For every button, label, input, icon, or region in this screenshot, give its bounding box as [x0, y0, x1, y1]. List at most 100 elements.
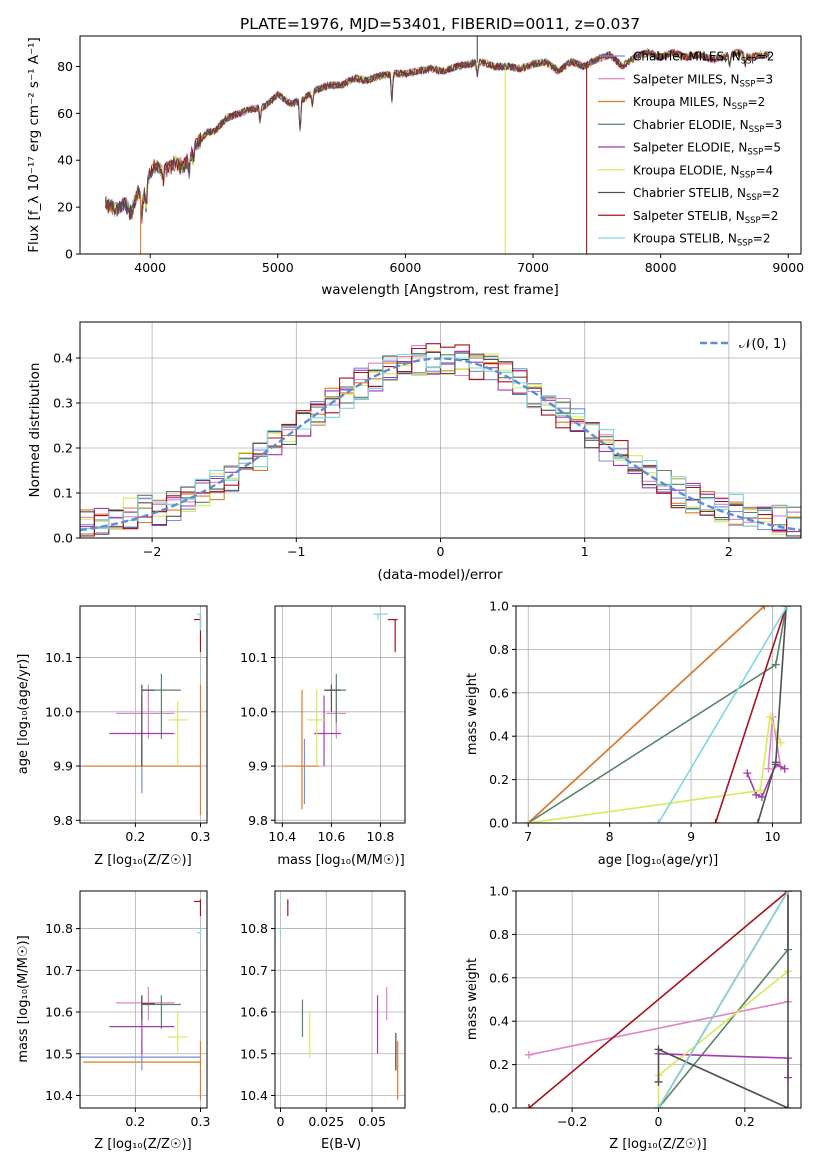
weight-vs-Z-xtick-label: 0 — [655, 1114, 663, 1129]
weight-vs-age-axes-frame — [515, 605, 802, 824]
residuals-ylabel: Normed distribution — [27, 363, 43, 498]
mass-vs-ebv-xtick-label: 0.025 — [308, 1114, 344, 1129]
age-vs-mass-xtick-label: 10.8 — [367, 829, 395, 844]
weight-marker-salpeter-stelib — [524, 1104, 533, 1108]
spectrum-legend: Chabrier MILES, NSSP=2 Salpeter MILES, NS… — [598, 50, 782, 249]
residuals-xtick-label: −1 — [287, 544, 305, 559]
weight-marker-chabrier-stelib — [654, 1077, 663, 1086]
weight-line-chabrier-stelib — [657, 891, 789, 1108]
legend-label-chabrier-elodie: Chabrier ELODIE, NSSP=3 — [633, 118, 782, 135]
mass-vs-Z-ytick-label: 10.6 — [45, 1005, 73, 1020]
mass-vs-ebv-xlabel: E(B-V) — [321, 1137, 361, 1152]
legend-label-chabrier-stelib: Chabrier STELIB, NSSP=2 — [633, 186, 780, 203]
mass-vs-ebv-axes-frame — [274, 890, 406, 1109]
figure-title: PLATE=1976, MJD=53401, FIBERID=0011, z=0… — [240, 15, 640, 33]
mass-vs-ebv-ytick-label: 10.6 — [240, 1005, 268, 1020]
weight-marker-salpeter-miles — [764, 764, 773, 773]
residuals-ytick-label: 0.1 — [53, 486, 73, 501]
weight-marker-chabrier-stelib — [771, 758, 780, 767]
weight-marker-kroupa-stelib — [784, 891, 793, 895]
spectrum-xtick-label: 6000 — [390, 260, 422, 275]
weight-line-salpeter-miles — [528, 1000, 789, 1056]
spectrum-xtick-label: 5000 — [262, 260, 294, 275]
mass-vs-Z-ytick-label: 10.7 — [45, 963, 73, 978]
weight-marker-chabrier-stelib — [654, 1045, 663, 1054]
weight-marker-kroupa-elodie — [756, 786, 765, 795]
weight-vs-z-xlabel: Z [log₁₀(Z/Z☉)] — [609, 1137, 706, 1152]
legend-label-salpeter-stelib: Salpeter STELIB, NSSP=2 — [633, 209, 778, 226]
mass-vs-ebv-panel: 0 0.025 0.05 10.4 10.5 10.6 10.7 10.8 E(B-V) — [240, 890, 406, 1152]
age-vs-mass-ytick-label: 10.0 — [240, 704, 268, 719]
spectrum-ytick-label: 20 — [57, 200, 73, 215]
spectrum-panel: 4000 5000 6000 7000 8000 9000 0 20 40 60 80 wavele… — [26, 35, 804, 298]
weight-marker-kroupa-elodie — [776, 738, 785, 747]
spectrum-ylabel: Flux [f_λ 10⁻¹⁷ erg cm⁻² s⁻¹ A⁻¹] — [26, 37, 42, 253]
spectrum-axes-frame — [79, 35, 802, 255]
spectrum-xtick-label: 8000 — [645, 260, 677, 275]
mass-vs-z-xlabel: Z [log₁₀(Z/Z☉)] — [94, 1137, 191, 1152]
age-vs-mass-panel: 10.4 10.6 10.8 9.8 9.9 10.0 10.1 mass [log₁₀(M… — [240, 605, 406, 868]
age-vs-Z-ytick-label: 10.1 — [45, 650, 73, 665]
weight-vs-age-ylabel: mass weight — [465, 673, 480, 755]
mass-vs-ebv-ytick-label: 10.4 — [240, 1088, 268, 1103]
weight-marker-salpeter-elodie — [752, 790, 761, 799]
residuals-legend: 𝒩(0, 1) — [700, 337, 786, 352]
age-vs-mass-ytick-label: 9.8 — [248, 813, 268, 828]
age-vs-Z-ytick-label: 9.9 — [53, 759, 73, 774]
mass-vs-Z-xtick-label: 0.3 — [191, 1114, 211, 1129]
residuals-ytick-label: 0.3 — [53, 396, 73, 411]
weight-line-kroupa-miles — [527, 606, 765, 823]
weight-vs-age-xtick-label: 9 — [687, 829, 695, 844]
weight-vs-Z-ytick-label: 0.2 — [489, 1057, 509, 1072]
weight-line-kroupa-elodie — [528, 713, 782, 823]
residuals-ytick-label: 0.2 — [53, 441, 73, 456]
weight-marker-chabrier-elodie — [771, 660, 780, 669]
weight-marker-chabrier-stelib — [753, 819, 762, 823]
weight-marker-salpeter-stelib — [711, 819, 720, 823]
weight-line-kroupa-stelib — [657, 606, 788, 823]
weight-marker-chabrier-stelib — [784, 1104, 793, 1108]
weight-vs-age-ytick-label: 1.0 — [489, 599, 509, 614]
spectrum-ytick-label: 40 — [57, 153, 73, 168]
weight-vs-age-xlabel: age [log₁₀(age/yr)] — [598, 853, 719, 868]
weight-vs-Z-ytick-label: 0.4 — [489, 1014, 509, 1029]
residuals-xtick-label: 2 — [725, 544, 733, 559]
weight-vs-age-xtick-label: 8 — [606, 829, 614, 844]
weight-vs-Z-ytick-label: 0.0 — [489, 1101, 509, 1116]
age-vs-mass-xtick-label: 10.6 — [317, 829, 345, 844]
weight-marker-kroupa-stelib — [654, 1104, 663, 1108]
weight-marker-kroupa-elodie — [766, 712, 775, 721]
age-vs-mass-ytick-label: 9.9 — [248, 759, 268, 774]
weight-vs-age-xtick-label: 7 — [524, 829, 532, 844]
mass-vs-z-panel: 0.2 0.3 10.4 10.5 10.6 10.7 10.8 Z [log₁₀(Z/Z☉… — [16, 890, 211, 1152]
legend-label-chabrier-miles: Chabrier MILES, NSSP=2 — [633, 50, 774, 67]
age-vs-mass-axes-frame — [274, 605, 406, 824]
residuals-ytick-label: 0.4 — [53, 351, 73, 366]
weight-vs-z-panel: −0.2 0 0.2 0.0 0.2 0.4 0.6 0.8 1.0 Z [log₁₀(Z/Z☉… — [465, 884, 802, 1152]
mass-vs-ebv-xtick-label: 0 — [277, 1114, 285, 1129]
weight-marker-kroupa-stelib — [654, 819, 663, 823]
weight-vs-Z-ytick-label: 0.6 — [489, 970, 509, 985]
weight-marker-kroupa-elodie — [524, 819, 533, 823]
residuals-ytick-label: 0.0 — [53, 531, 73, 546]
residuals-xlabel: (data-model)/error — [377, 567, 503, 583]
age-vs-z-panel: 0.2 0.3 9.8 9.9 10.0 10.1 Z [log₁₀(Z/Z☉)] age… — [16, 605, 211, 868]
weight-marker-salpeter-elodie — [757, 792, 766, 801]
weight-vs-Z-xtick-label: −0.2 — [557, 1114, 587, 1129]
residuals-xtick-label: 0 — [437, 544, 445, 559]
weight-line-kroupa-stelib — [657, 891, 789, 1108]
weight-marker-salpeter-elodie — [743, 769, 752, 778]
age-vs-Z-ytick-label: 9.8 — [53, 813, 73, 828]
weight-marker-salpeter-miles — [524, 1050, 533, 1059]
mass-vs-ebv-xtick-label: 0.05 — [358, 1114, 386, 1129]
mass-vs-Z-xtick-label: 0.2 — [125, 1114, 145, 1129]
age-vs-mass-ytick-label: 10.1 — [240, 650, 268, 665]
weight-vs-age-ytick-label: 0.0 — [489, 816, 509, 831]
mass-vs-ebv-ytick-label: 10.5 — [240, 1046, 268, 1061]
age-vs-Z-xtick-label: 0.3 — [191, 829, 211, 844]
normal-legend-label: 𝒩(0, 1) — [739, 337, 786, 352]
weight-vs-age-ytick-label: 0.8 — [489, 642, 509, 657]
mass-vs-z-ylabel: mass [log₁₀(M/M☉)] — [16, 935, 31, 1062]
age-vs-Z-xtick-label: 0.2 — [125, 829, 145, 844]
